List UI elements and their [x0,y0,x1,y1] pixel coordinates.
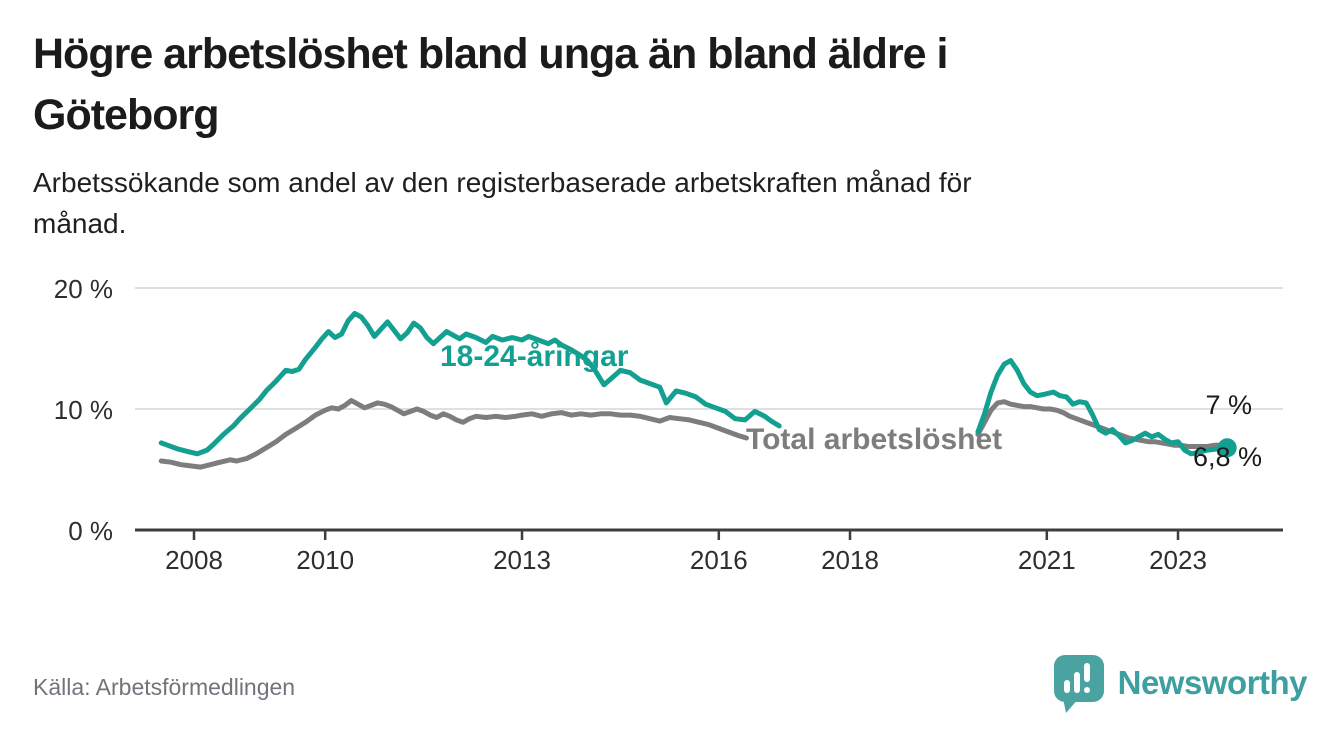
y-tick-label: 0 % [68,516,113,546]
x-axis [135,528,1283,540]
series-label-total: Total arbetslöshet [746,423,1003,456]
x-tick-label: 2008 [165,545,223,575]
series-line-highlight [158,310,782,457]
end-value-label-total: 7 % [1205,390,1252,420]
x-tick-label: 2013 [493,545,551,575]
data-series-lines [158,310,1230,470]
series-label-18-24: 18-24-åringar [440,340,629,373]
end-value-label-18-24: 6,8 % [1192,442,1262,472]
x-tick-label: 2023 [1149,545,1207,575]
series-line-secondary [158,398,749,470]
series-line-highlight [975,358,1230,457]
chart-subtitle: Arbetssökande som andel av den registerb… [33,167,972,239]
newsworthy-wordmark: Newsworthy [1117,664,1308,701]
x-tick-label: 2010 [296,545,355,575]
latest-value-dot [1217,438,1237,458]
page-title: Högre arbetslöshet bland unga än bland ä… [33,30,949,140]
x-tick-label: 2016 [689,545,748,575]
newsworthy-logo-icon [1053,655,1104,713]
x-tick-label: 2018 [821,545,879,575]
newsworthy-branding: Newsworthy [1052,652,1308,714]
source-note: Källa: Arbetsförmedlingen [33,674,296,700]
y-tick-label: 10 % [53,395,113,425]
y-tick-label: 20 % [53,274,113,304]
latest-value-dot [1217,438,1237,458]
x-tick-label: 2021 [1017,545,1076,575]
gridlines [135,287,1283,410]
